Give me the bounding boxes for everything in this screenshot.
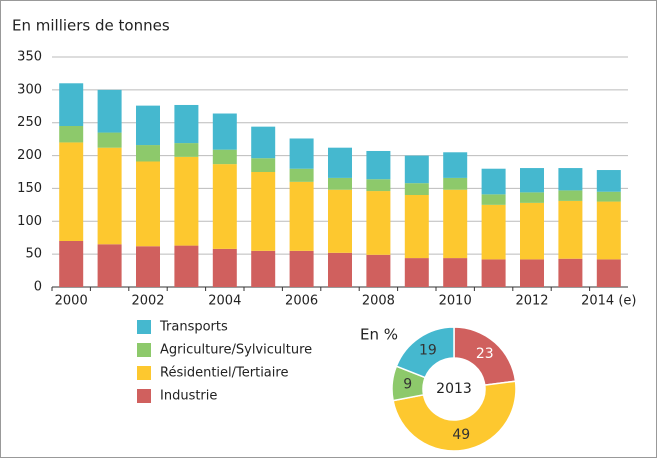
y-tick-label: 250	[17, 115, 42, 130]
bar-segment	[212, 248, 237, 287]
bar-segment	[289, 181, 314, 251]
bar-segment	[174, 245, 199, 287]
donut-slice	[392, 380, 517, 452]
x-tick-label: 2012	[515, 294, 548, 309]
y-tick-label: 350	[17, 50, 42, 65]
bar-segment	[404, 183, 429, 195]
legend-label: Résidentiel/Tertiaire	[160, 366, 288, 381]
bar-segment	[59, 126, 84, 143]
bar-segment	[59, 241, 84, 287]
bar-segment	[596, 201, 621, 260]
x-tick-label: 2010	[439, 294, 472, 309]
bar-segment	[136, 161, 160, 247]
bar-segment	[251, 250, 276, 287]
donut-center-label: 2013	[436, 381, 472, 397]
bar-segment	[366, 150, 391, 180]
x-tick-label: 2014 (e)	[581, 294, 636, 309]
bar-segment	[328, 147, 352, 178]
bar-segment	[366, 179, 391, 192]
y-tick-label: 150	[17, 181, 42, 196]
bar-segment	[596, 259, 621, 287]
bar-segment	[289, 168, 314, 182]
bar-segment	[558, 190, 583, 201]
x-tick-label: 2000	[55, 294, 88, 309]
bar-segment	[443, 189, 468, 259]
bar-segment	[328, 189, 352, 253]
bar-segment	[212, 164, 237, 249]
bar-segment	[328, 177, 352, 190]
bar-segment	[443, 177, 468, 190]
x-tick-label: 2006	[285, 294, 318, 309]
legend-swatch	[137, 343, 151, 357]
bar-segment	[251, 126, 276, 159]
bar-segment	[596, 170, 621, 192]
bar-segment	[97, 89, 122, 133]
bar-segment	[97, 244, 122, 287]
x-tick-label: 2002	[131, 294, 164, 309]
donut-label: 9	[403, 377, 412, 393]
bar-segment	[289, 250, 314, 287]
bar-segment	[59, 142, 84, 241]
bar-segment	[443, 258, 468, 287]
bar-segment	[520, 259, 544, 287]
y-tick-label: 100	[17, 214, 42, 229]
bar-segment	[97, 132, 122, 148]
legend-swatch	[137, 389, 151, 403]
donut-label: 19	[419, 343, 437, 359]
chart-title: En milliers de tonnes	[12, 17, 170, 35]
bar-segment	[596, 191, 621, 202]
donut-title: En %	[360, 326, 398, 344]
bar-segment	[366, 254, 391, 287]
x-tick-label: 2004	[208, 294, 241, 309]
bar-segment	[520, 168, 544, 193]
bar-segment	[558, 200, 583, 259]
bar-segment	[481, 259, 506, 287]
legend-label: Transports	[159, 320, 228, 335]
bar-segment	[366, 191, 391, 255]
bar-segment	[136, 105, 160, 146]
bar-segment	[558, 168, 583, 191]
donut-slice	[395, 326, 455, 379]
bar-segment	[251, 172, 276, 251]
bar-segment	[481, 168, 506, 195]
bar-segment	[212, 149, 237, 165]
bar-segment	[404, 155, 429, 184]
bar-segment	[212, 113, 237, 150]
y-tick-label: 0	[34, 280, 42, 295]
bar-segment	[481, 194, 506, 205]
bar-segment	[558, 258, 583, 287]
bar-segment	[97, 147, 122, 245]
bar-segment	[404, 258, 429, 287]
legend-swatch	[137, 366, 151, 380]
x-tick-label: 2008	[362, 294, 395, 309]
y-tick-label: 50	[25, 247, 42, 262]
bar-segment	[404, 195, 429, 259]
y-tick-label: 300	[17, 82, 42, 97]
legend-label: Agriculture/Sylviculture	[160, 343, 312, 358]
bar-segment	[136, 246, 160, 287]
donut-label: 23	[476, 346, 494, 362]
bar-segment	[136, 145, 160, 162]
bar-segment	[443, 152, 468, 178]
bar-segment	[481, 204, 506, 260]
bar-segment	[328, 252, 352, 287]
bar-segment	[174, 143, 199, 157]
bar-segment	[289, 138, 314, 169]
bar-segment	[59, 83, 84, 126]
bar-segment	[520, 202, 544, 260]
bar-segment	[174, 156, 199, 246]
y-tick-label: 200	[17, 148, 42, 163]
bar-segment	[251, 158, 276, 172]
bar-segment	[174, 104, 199, 144]
legend-label: Industrie	[160, 389, 217, 404]
donut-label: 49	[452, 427, 470, 443]
bar-segment	[520, 192, 544, 203]
legend-swatch	[137, 320, 151, 334]
